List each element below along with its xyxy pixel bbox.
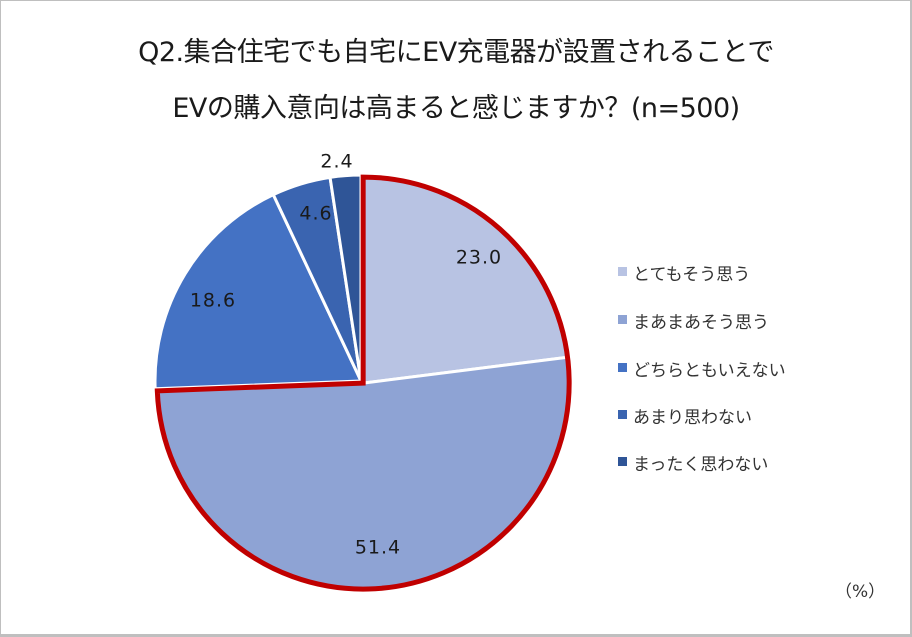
legend-swatch [618,410,627,419]
data-label: 23.0 [456,247,502,269]
legend-label: どちらともいえない [633,361,786,381]
legend-swatch [618,457,627,466]
unit-label: （%） [835,582,886,602]
pie-slice [153,192,364,391]
highlight-border [154,174,572,592]
pie-slices [153,173,571,591]
legend-swatch [618,267,627,276]
pie-slice [361,175,570,385]
data-label: 18.6 [190,290,236,312]
legend-label: とてもそう思う [633,265,751,285]
legend-label: まったく思わない [633,455,769,475]
data-label: 4.6 [299,203,332,225]
chart-title-line1: Q2.集合住宅でも自宅にEV充電器が設置されることで [138,37,774,68]
legend-swatch [618,315,627,324]
legend-swatch [618,363,627,372]
data-label: 2.4 [320,151,353,173]
legend-label: あまり思わない [633,408,752,428]
data-label: 51.4 [355,537,401,559]
chart-title-line2: EVの購入意向は高まると感じますか？(n=500) [172,93,740,124]
legend-label: まあまあそう思う [633,313,769,333]
data-labels: 23.0 51.4 18.6 4.6 2.4 [190,151,502,559]
highlight-outline [154,174,572,592]
